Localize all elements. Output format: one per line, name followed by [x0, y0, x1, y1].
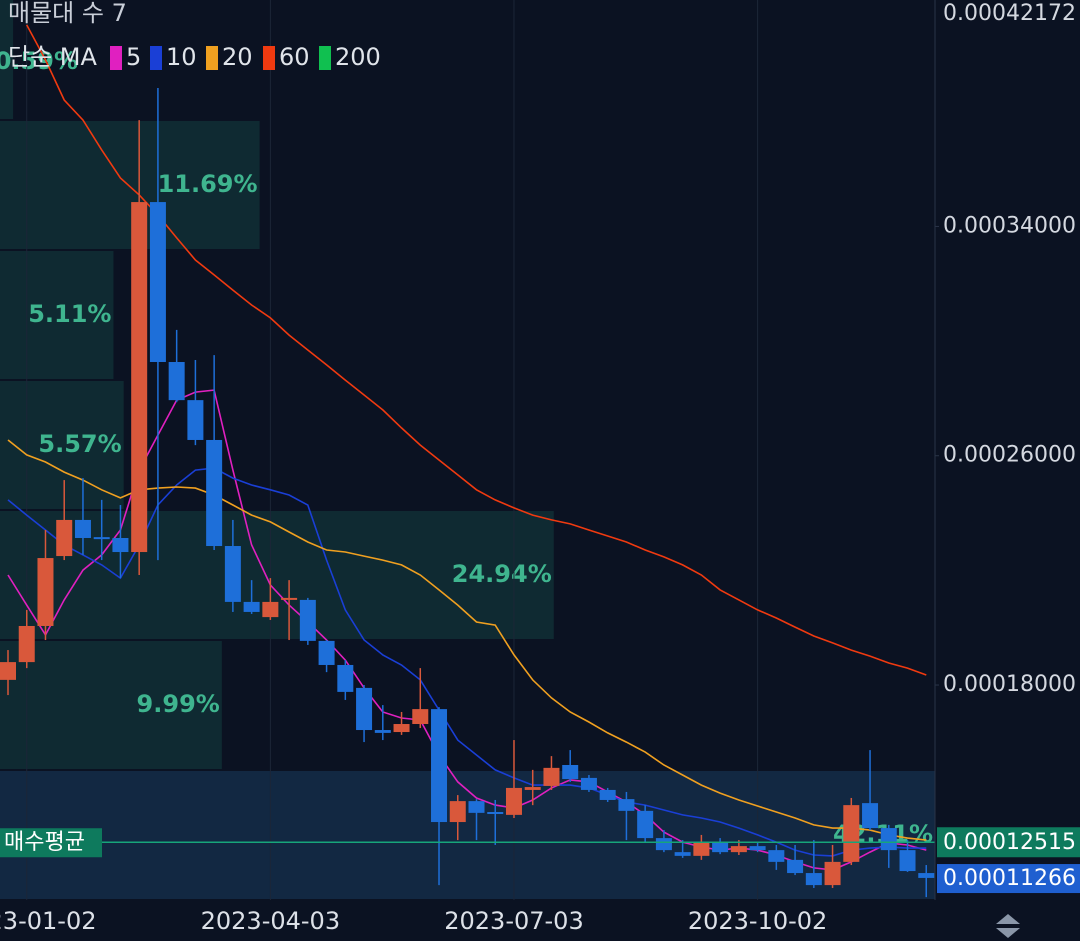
volume-band — [0, 771, 935, 899]
volume-band-label: 11.69% — [158, 170, 258, 198]
y-tick-label: 0.00026000 — [943, 443, 1076, 468]
candle-body — [149, 202, 166, 363]
candle-body — [655, 838, 672, 851]
candle-body — [787, 859, 804, 874]
legend-swatch — [263, 46, 275, 70]
legend-label: 20 — [222, 43, 253, 71]
ma-line — [25, 24, 927, 676]
candle-body — [37, 558, 54, 626]
x-tick-label: 2023-07-03 — [444, 907, 583, 935]
legend-swatch — [150, 46, 162, 70]
candle-body — [543, 767, 560, 786]
legend-label: 60 — [279, 43, 310, 71]
candle-body — [862, 803, 879, 829]
icon-down[interactable] — [996, 928, 1020, 938]
current-price-tag — [937, 864, 1080, 894]
average-price-text: 0.00012515 — [943, 830, 1076, 855]
candle-body — [487, 812, 504, 815]
chart-title: 매물대 수 7 — [8, 0, 127, 27]
candle-body — [899, 850, 916, 872]
candle-body — [224, 546, 241, 602]
icon-up[interactable] — [996, 914, 1020, 924]
candle-body — [187, 400, 204, 440]
legend-title: 단순 MA — [8, 43, 97, 71]
candle-body — [131, 202, 148, 553]
candle-body — [74, 519, 91, 538]
volume-band-label: 5.11% — [28, 300, 111, 328]
volume-band — [0, 0, 14, 119]
candle-body — [749, 846, 766, 851]
candle-body — [524, 787, 541, 790]
legend-swatch — [206, 46, 218, 70]
candle-body — [468, 801, 485, 813]
x-tick-label: 2023-10-02 — [688, 907, 827, 935]
candle-body — [168, 362, 185, 401]
volume-band — [0, 251, 114, 379]
ma-line — [7, 439, 927, 841]
average-price-tag — [937, 827, 1080, 858]
candle-body — [18, 625, 35, 663]
candle-body — [318, 640, 335, 665]
candle-body — [693, 842, 710, 856]
scroll-icon[interactable] — [996, 914, 1020, 938]
candle-body — [805, 873, 822, 886]
average-label: 매수평균 — [4, 830, 85, 855]
candle-body — [599, 789, 616, 800]
candle-body — [112, 537, 129, 553]
legend-label: 10 — [166, 43, 197, 71]
y-tick-label: 0.00018000 — [943, 672, 1076, 697]
y-tick-label: 0.00042172 — [943, 1, 1076, 26]
candle-body — [768, 850, 785, 862]
candle-body — [243, 601, 260, 612]
candle-body — [712, 842, 729, 853]
volume-band — [0, 511, 554, 639]
y-tick-label: 0.00034000 — [943, 213, 1076, 238]
volume-band-label: 0.59% — [0, 47, 78, 75]
candle-body — [562, 765, 579, 780]
current-price-text: 0.00011266 — [943, 866, 1076, 891]
candle-body — [824, 861, 841, 886]
candle-body — [412, 709, 429, 725]
legend-label: 200 — [335, 43, 381, 71]
candle-body — [374, 730, 391, 733]
candle-body — [93, 537, 110, 540]
candle-body — [618, 799, 635, 811]
candle-body — [206, 439, 223, 547]
legend-swatch — [319, 46, 331, 70]
candle-body — [674, 852, 691, 856]
candle-body — [580, 777, 597, 790]
candle-body — [431, 709, 448, 823]
volume-band — [0, 121, 260, 249]
candle-body — [918, 873, 935, 878]
candle-body — [356, 687, 373, 731]
candle-body — [281, 597, 298, 600]
x-tick-label: 2023-01-02 — [0, 907, 96, 935]
candle-body — [880, 828, 897, 851]
candle-body — [262, 601, 279, 618]
candle-body — [449, 801, 466, 823]
x-tick-label: 2023-04-03 — [201, 907, 340, 935]
candle-body — [393, 724, 410, 733]
candle-body — [505, 787, 522, 815]
average-label-box — [0, 828, 102, 858]
candle-body — [730, 846, 747, 853]
candle-body — [843, 805, 860, 862]
plot-area: 0.59%11.69%5.11%5.57%24.94%9.99%42.11% — [0, 0, 935, 900]
candle-body — [0, 662, 16, 680]
volume-band-label: 9.99% — [137, 690, 220, 718]
legend-swatch — [110, 46, 122, 70]
volume-band — [0, 641, 222, 769]
ma-line — [7, 467, 927, 857]
candle-body — [299, 599, 316, 641]
candle-body — [56, 519, 73, 557]
volume-band — [0, 381, 124, 509]
legend-label: 5 — [126, 43, 141, 71]
candle-body — [637, 810, 654, 839]
volume-band-label: 24.94% — [452, 560, 552, 588]
volume-band-label: 5.57% — [38, 430, 121, 458]
candle-body — [337, 664, 354, 692]
